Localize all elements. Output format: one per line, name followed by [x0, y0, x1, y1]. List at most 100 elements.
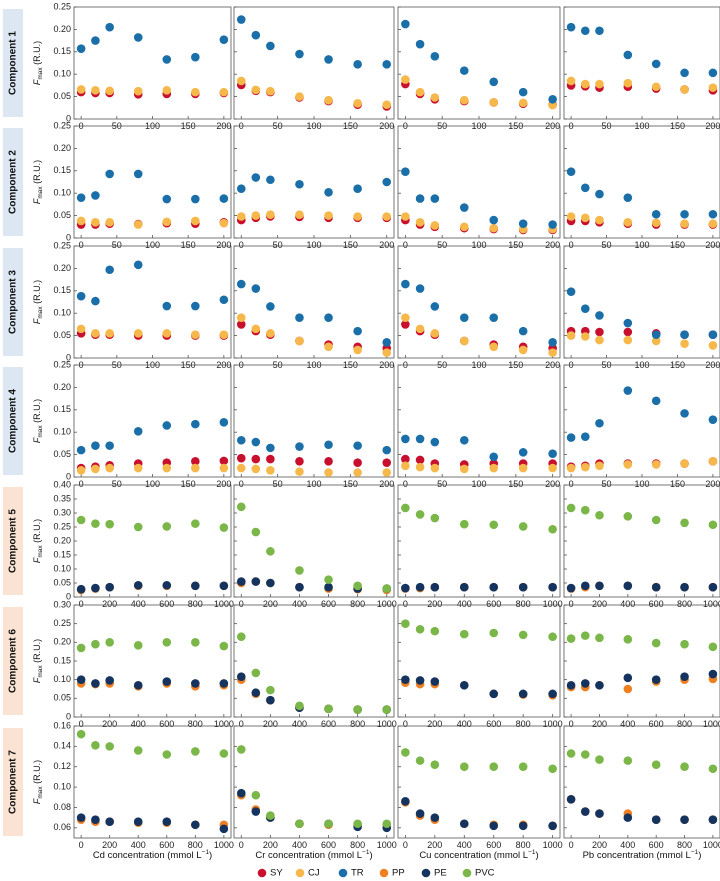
x-axis-label-superscript: −1	[202, 849, 210, 856]
data-point	[191, 52, 200, 62]
data-point	[708, 457, 718, 466]
y-axis-label-unit: (R.U.)	[32, 399, 42, 426]
data-point	[236, 463, 246, 473]
y-tick-label: 0.10	[53, 308, 71, 318]
x-tick-label: 600	[321, 840, 336, 850]
data-point	[595, 311, 604, 320]
data-point	[219, 87, 229, 97]
data-point	[324, 819, 333, 829]
series-PVC	[236, 745, 392, 829]
data-point	[623, 327, 633, 337]
data-point	[295, 313, 304, 322]
panel-frame	[563, 364, 720, 478]
panel-component-7-cr: 0 200 400 600 800 1000	[233, 725, 397, 850]
series-PVC	[76, 729, 229, 759]
data-point	[566, 749, 576, 758]
series-PE	[76, 675, 229, 690]
x-axis-label-cu: Cu concentration (mmol L−1)	[419, 849, 538, 861]
panel-frame	[73, 725, 232, 839]
y-axis-label: Fmax (R.U.)	[32, 639, 43, 683]
component-label: Component 1	[8, 31, 19, 95]
data-point	[133, 580, 143, 590]
data-point	[76, 193, 86, 202]
data-point	[459, 336, 469, 346]
data-point	[324, 704, 333, 714]
data-point	[91, 329, 100, 338]
series-TR	[236, 435, 392, 455]
series-TR	[236, 173, 392, 197]
data-point	[623, 512, 633, 521]
data-point	[459, 519, 469, 529]
data-point	[162, 301, 172, 311]
panel-component-6-cu: 0 200 400 600 800 1000	[397, 604, 563, 729]
data-point	[251, 437, 261, 447]
x-tick-label: 600	[649, 719, 664, 729]
series-PE	[566, 795, 718, 824]
data-point	[353, 819, 362, 829]
data-point	[415, 624, 425, 634]
data-point	[623, 756, 633, 765]
y-tick-label: 0.10	[53, 674, 71, 684]
panel-component-1-cu: 0 50 100 150 200	[397, 6, 561, 131]
panel-component-7-cu: 0 200 400 600 800 1000	[397, 725, 563, 850]
panel-component-1-cr: 0 50 100 150 200	[233, 6, 395, 131]
data-point	[191, 519, 200, 528]
data-point	[548, 463, 557, 473]
series-CJ	[401, 212, 557, 234]
data-point	[191, 638, 200, 647]
data-point	[162, 463, 172, 473]
data-point	[651, 330, 661, 340]
y-axis-label-sub: max	[37, 306, 44, 319]
panel-component-4-pb: 0 50 100 150 200	[563, 364, 720, 489]
data-point	[459, 819, 469, 829]
data-point	[91, 441, 100, 450]
data-point	[623, 78, 633, 88]
y-axis-label: Fmax (R.U.)	[32, 399, 43, 443]
data-point	[651, 336, 661, 346]
y-tick-label: 0.10	[53, 563, 71, 573]
data-point	[266, 578, 275, 588]
data-point	[91, 464, 100, 474]
data-point	[382, 100, 392, 109]
data-point	[105, 638, 114, 647]
data-point	[595, 510, 604, 520]
x-tick-label: 400	[131, 719, 146, 729]
component-label-box	[3, 367, 23, 475]
data-point	[415, 87, 425, 97]
panel-frame	[397, 6, 561, 120]
series-TR	[566, 287, 718, 340]
data-point	[236, 435, 246, 445]
data-point	[680, 582, 689, 592]
y-axis-label-main: F	[32, 198, 42, 204]
data-point	[91, 191, 100, 200]
x-tick-label: 1000	[703, 719, 720, 729]
data-point	[595, 189, 604, 199]
data-point	[251, 454, 261, 464]
data-point	[295, 442, 304, 451]
data-point	[401, 313, 410, 322]
data-point	[566, 331, 576, 340]
data-point	[251, 668, 261, 678]
data-point	[266, 443, 275, 453]
data-point	[324, 440, 333, 450]
data-point	[430, 582, 440, 592]
data-point	[76, 291, 86, 301]
data-point	[353, 458, 362, 467]
data-point	[623, 335, 633, 345]
legend: SY CJ TR PP PE PVC	[257, 868, 495, 879]
data-point	[324, 468, 333, 477]
data-point	[105, 463, 114, 473]
data-point	[219, 679, 229, 688]
data-point	[566, 463, 576, 473]
y-axis-label: Fmax (R.U.)	[32, 519, 43, 563]
x-tick-label: 50	[112, 479, 122, 489]
x-tick-label: 800	[516, 719, 531, 729]
data-point	[708, 582, 718, 592]
y-axis-label-sub: max	[37, 545, 44, 558]
data-point	[680, 762, 689, 772]
data-point	[459, 313, 469, 322]
data-point	[251, 173, 261, 182]
y-tick-label: 0.20	[53, 535, 71, 545]
data-point	[708, 415, 718, 424]
data-point	[76, 44, 86, 53]
